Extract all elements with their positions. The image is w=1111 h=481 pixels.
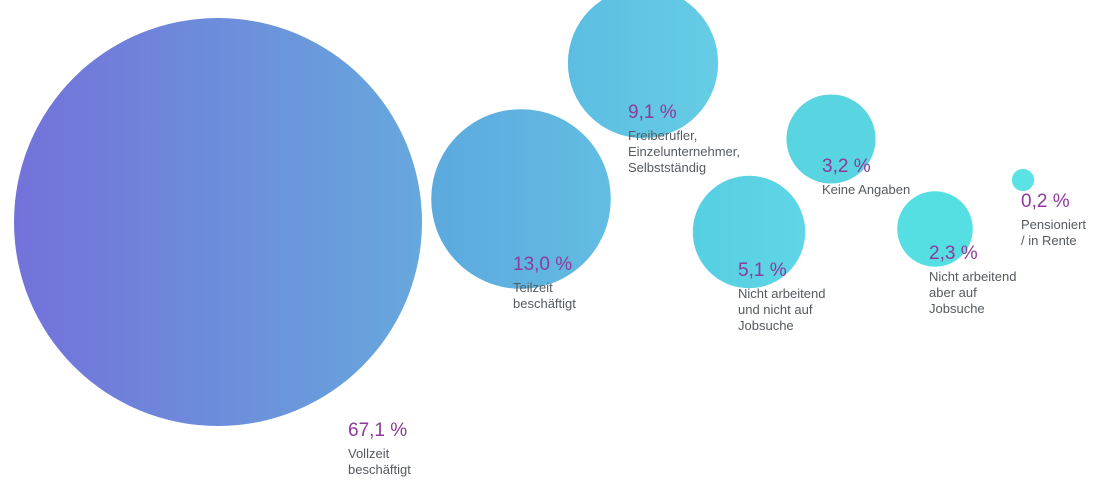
value-label-teilzeit-beschaeftigt: 13,0 % [513,254,572,275]
category-label-nicht-arbeitend-und-nicht-auf-line-3: Jobsuche [738,318,794,333]
category-label-nicht-arbeitend-aber-auf-line-1: Nicht arbeitend [929,269,1016,284]
category-label-nicht-arbeitend-aber-auf-line-2: aber auf [929,285,977,300]
category-label-pensioniert-in-rente-line-1: Pensioniert [1021,217,1086,232]
value-label-nicht-arbeitend-aber-auf: 2,3 % [929,243,978,264]
category-label-teilzeit-beschaeftigt-line-2: beschäftigt [513,296,576,311]
bubble-nicht-arbeitend-und-nicht-auf [692,175,806,289]
category-label-freiberufler-einzelunternehmer-line-1: Freiberufler, [628,128,697,143]
category-label-freiberufler-einzelunternehmer-line-3: Selbstständig [628,160,706,175]
bubble-nicht-arbeitend-aber-auf [897,191,973,267]
category-label-nicht-arbeitend-und-nicht-auf-line-2: und nicht auf [738,302,813,317]
bubble-pensioniert-in-rente [1011,168,1035,192]
category-label-nicht-arbeitend-und-nicht-auf-line-1: Nicht arbeitend [738,286,825,301]
category-label-freiberufler-einzelunternehmer-line-2: Einzelunternehmer, [628,144,740,159]
bubbles-layer [14,0,1035,426]
category-label-pensioniert-in-rente-line-2: / in Rente [1021,233,1077,248]
bubble-vollzeit-beschaeftigt [14,18,422,426]
category-label-keine-angaben-line-1: Keine Angaben [822,182,910,197]
bubble-keine-angaben [786,94,876,184]
bubble-freiberufler-einzelunternehmer [567,0,719,139]
category-label-nicht-arbeitend-aber-auf-line-3: Jobsuche [929,301,985,316]
value-label-pensioniert-in-rente: 0,2 % [1021,191,1070,212]
category-label-vollzeit-beschaeftigt-line-2: beschäftigt [348,462,411,477]
value-label-nicht-arbeitend-und-nicht-auf: 5,1 % [738,260,787,281]
value-label-vollzeit-beschaeftigt: 67,1 % [348,420,407,441]
value-label-freiberufler-einzelunternehmer: 9,1 % [628,102,677,123]
category-label-teilzeit-beschaeftigt-line-1: Teilzeit [513,280,553,295]
bubble-teilzeit-beschaeftigt [431,109,611,289]
category-label-vollzeit-beschaeftigt-line-1: Vollzeit [348,446,390,461]
value-label-keine-angaben: 3,2 % [822,156,871,177]
